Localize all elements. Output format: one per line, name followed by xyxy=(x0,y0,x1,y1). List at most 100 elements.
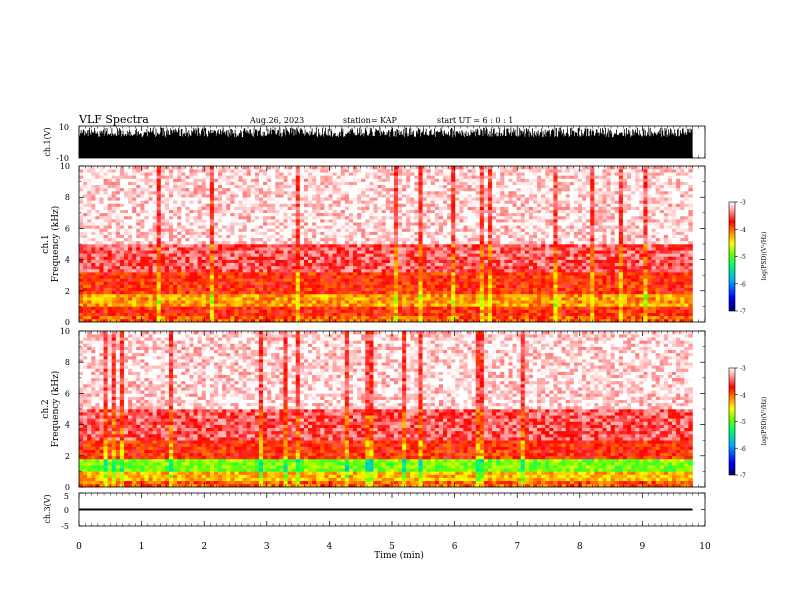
spectrogram-cell xyxy=(328,185,332,188)
spectrogram-cell xyxy=(104,278,108,281)
spectrogram-cell xyxy=(259,197,263,200)
spectrogram-cell xyxy=(288,300,292,303)
spectrogram-cell xyxy=(382,275,386,278)
spectrogram-cell xyxy=(189,238,193,241)
spectrogram-cell xyxy=(214,232,218,235)
spectrogram-cell xyxy=(423,250,427,253)
spectrogram-cell xyxy=(353,169,357,172)
spectrogram-cell xyxy=(476,310,480,313)
spectrogram-cell xyxy=(108,297,112,300)
spectrogram-cell xyxy=(341,182,345,185)
spectrogram-cell xyxy=(112,213,116,216)
spectrogram-cell xyxy=(304,294,308,297)
spectrogram-cell xyxy=(239,294,243,297)
spectrogram-cell xyxy=(173,200,177,203)
spectrogram-cell xyxy=(243,316,247,319)
spectrogram-cell xyxy=(161,210,165,213)
spectrogram-cell xyxy=(402,297,406,300)
spectrogram-cell xyxy=(402,213,406,216)
spectrogram-cell xyxy=(202,244,206,247)
spectrogram-cell xyxy=(427,222,431,225)
spectrogram-cell xyxy=(132,253,136,256)
spectrogram-cell xyxy=(128,225,132,228)
spectrogram-cell xyxy=(239,303,243,306)
spectrogram-cell xyxy=(439,278,443,281)
spectrogram-cell xyxy=(406,316,410,319)
spectrogram-cell xyxy=(406,178,410,181)
spectrogram-cell xyxy=(378,203,382,206)
spectrogram-cell xyxy=(99,207,103,210)
spectrogram-cell xyxy=(185,260,189,263)
spectrogram-cell xyxy=(472,219,476,222)
spectrogram-cell xyxy=(132,256,136,259)
spectrogram-cell xyxy=(459,291,463,294)
spectrogram-cell xyxy=(341,213,345,216)
spectrogram-cell xyxy=(341,185,345,188)
spectrogram-cell xyxy=(95,306,99,309)
spectrogram-cell xyxy=(128,263,132,266)
spectrogram-cell xyxy=(283,310,287,313)
spectrogram-cell xyxy=(369,310,373,313)
spectrogram-cell xyxy=(104,275,108,278)
spectrogram-cell xyxy=(337,278,341,281)
spectrogram-cell xyxy=(455,288,459,291)
spectrogram-cell xyxy=(418,216,422,219)
spectrogram-cell xyxy=(288,260,292,263)
spectrogram-cell xyxy=(357,178,361,181)
spectrogram-cell xyxy=(189,285,193,288)
spectrogram-cell xyxy=(369,225,373,228)
spectrogram-cell xyxy=(194,203,198,206)
spectrogram-cell xyxy=(378,188,382,191)
spectrogram-cell xyxy=(455,310,459,313)
spectrogram-cell xyxy=(361,272,365,275)
spectrogram-cell xyxy=(337,303,341,306)
spectrogram-cell xyxy=(427,194,431,197)
spectrogram-cell xyxy=(431,228,435,231)
spectrogram-cell xyxy=(292,203,296,206)
spectrogram-cell xyxy=(136,169,140,172)
spectrogram-cell xyxy=(292,260,296,263)
spectrogram-cell xyxy=(206,200,210,203)
spectrogram-cell xyxy=(259,281,263,284)
spectrogram-cell xyxy=(418,213,422,216)
spectrogram-cell xyxy=(468,275,472,278)
spectrogram-cell xyxy=(341,247,345,250)
spectrogram-cell xyxy=(140,294,144,297)
spectrogram-cell xyxy=(169,300,173,303)
spectrogram-cell xyxy=(222,203,226,206)
spectrogram-cell xyxy=(431,278,435,281)
spectrogram-cell xyxy=(304,203,308,206)
spectrogram-cell xyxy=(263,256,267,259)
spectrogram-cell xyxy=(328,250,332,253)
spectrogram-cell xyxy=(410,291,414,294)
spectrogram-cell xyxy=(423,272,427,275)
spectrogram-cell xyxy=(427,207,431,210)
spectrogram-cell xyxy=(468,210,472,213)
spectrogram-cell xyxy=(140,278,144,281)
spectrogram-cell xyxy=(341,197,345,200)
spectrogram-cell xyxy=(459,185,463,188)
spectrogram-cell xyxy=(120,225,124,228)
spectrogram-cell xyxy=(275,260,279,263)
spectrogram-cell xyxy=(259,241,263,244)
spectrogram-cell xyxy=(423,263,427,266)
spectrogram-cell xyxy=(320,166,324,169)
spectrogram-cell xyxy=(378,260,382,263)
spectrogram-cell xyxy=(173,172,177,175)
spectrogram-cell xyxy=(324,303,328,306)
spectrogram-cell xyxy=(259,194,263,197)
spectrogram-cell xyxy=(181,210,185,213)
spectrogram-cell xyxy=(447,200,451,203)
spectrogram-cell xyxy=(304,263,308,266)
spectrogram-cell xyxy=(259,169,263,172)
spectrogram-cell xyxy=(230,306,234,309)
spectrogram-cell xyxy=(255,244,259,247)
spectrogram-cell xyxy=(79,222,83,225)
spectrogram-cell xyxy=(410,316,414,319)
spectrogram-cell xyxy=(333,219,337,222)
spectrogram-cell xyxy=(447,260,451,263)
spectrogram-cell xyxy=(124,300,128,303)
spectrogram-cell xyxy=(316,297,320,300)
spectrogram-cell xyxy=(357,306,361,309)
spectrogram-cell xyxy=(210,197,214,200)
